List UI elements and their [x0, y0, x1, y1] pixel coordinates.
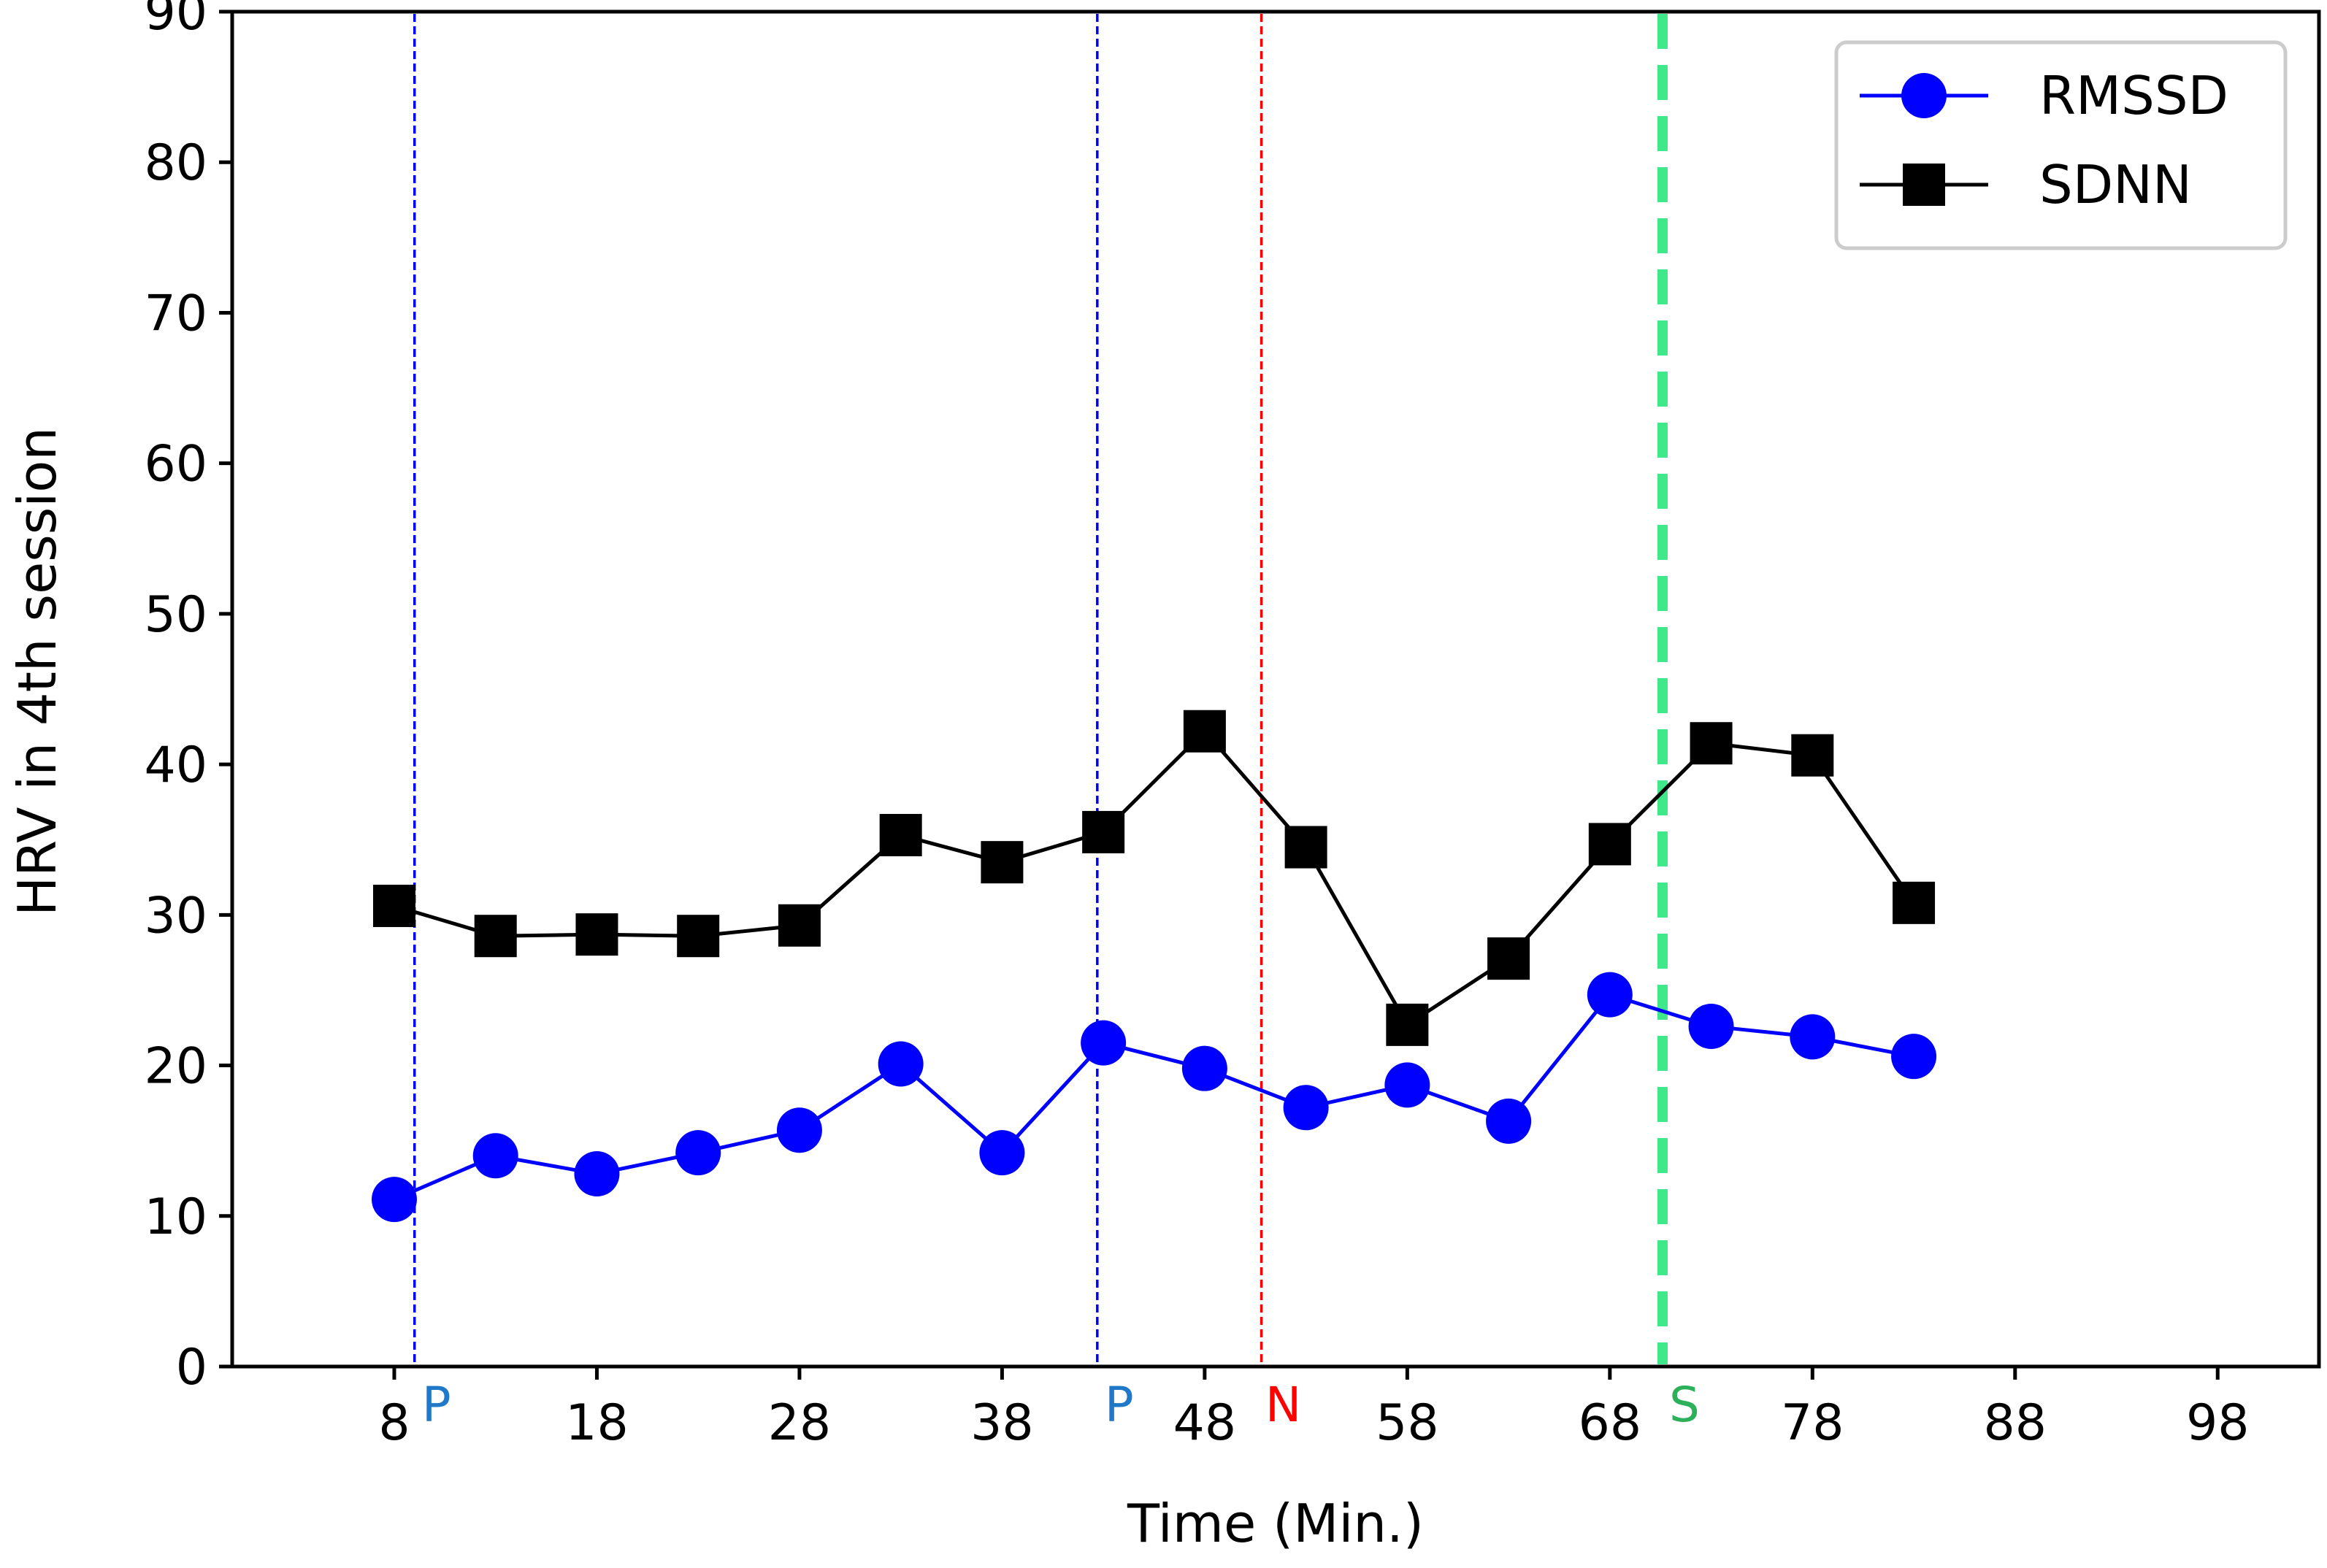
data-point-rmssd — [574, 1151, 620, 1197]
axes — [219, 9, 2321, 1380]
series-line-rmssd — [393, 993, 1914, 1202]
data-point-rmssd — [1486, 1098, 1532, 1144]
data-point-rmssd — [675, 1130, 721, 1176]
data-point-sdnn — [1791, 734, 1834, 777]
x-tick-label: 98 — [2186, 1394, 2250, 1452]
x-tick-label: 48 — [1173, 1394, 1237, 1452]
x-tick-label: 28 — [768, 1394, 832, 1452]
legend-label-rmssd: RMSSD — [2039, 65, 2228, 126]
y-tick-label: 50 — [144, 586, 207, 644]
data-point-sdnn — [879, 814, 922, 857]
data-point-sdnn — [575, 913, 618, 956]
x-tick-label: 18 — [565, 1394, 629, 1452]
y-tick-label: 80 — [144, 134, 207, 192]
data-point-sdnn — [1284, 826, 1327, 869]
y-tick-label: 20 — [144, 1038, 207, 1096]
reference-label-s: S — [1669, 1377, 1700, 1433]
data-point-rmssd — [1181, 1045, 1227, 1091]
legend-marker-sdnn — [1903, 164, 1945, 206]
reference-label-n: N — [1265, 1377, 1301, 1433]
y-tick-label: 10 — [144, 1188, 207, 1246]
data-point-rmssd — [1587, 972, 1633, 1018]
data-point-rmssd — [1081, 1020, 1127, 1066]
data-point-sdnn — [372, 884, 415, 927]
x-tick-label: 78 — [1781, 1394, 1844, 1452]
series-line-sdnn — [394, 729, 1916, 1027]
reference-label-p: P — [422, 1377, 451, 1433]
y-tick-label: 40 — [144, 737, 207, 794]
data-point-rmssd — [776, 1107, 822, 1153]
y-tick-label: 70 — [144, 285, 207, 342]
data-point-rmssd — [1688, 1003, 1734, 1049]
data-point-sdnn — [1386, 1003, 1429, 1046]
legend: RMSSD SDNN — [1834, 40, 2288, 250]
x-tick-label: 8 — [378, 1394, 410, 1452]
y-tick-label: 0 — [176, 1339, 207, 1396]
tick-labels: 8 18 28 38 48 58 68 78 88 98 0 10 20 30 40 50 60 70 80 90 — [144, 0, 2249, 1452]
data-point-rmssd — [1891, 1034, 1937, 1080]
data-point-sdnn — [1082, 810, 1125, 853]
reference-label-p: P — [1105, 1377, 1134, 1433]
x-tick-label: 38 — [970, 1394, 1034, 1452]
data-point-rmssd — [878, 1041, 924, 1087]
y-tick-label: 60 — [144, 436, 207, 493]
legend-marker-rmssd — [1901, 73, 1947, 118]
data-point-sdnn — [677, 915, 720, 958]
x-tick-label: 58 — [1376, 1394, 1439, 1452]
plot-frame — [230, 9, 2321, 1369]
data-point-sdnn — [1588, 823, 1631, 866]
data-point-sdnn — [1690, 722, 1733, 765]
y-axis-title: HRV in 4th session — [7, 427, 68, 916]
data-point-sdnn — [1183, 710, 1226, 753]
y-tick-label: 30 — [144, 887, 207, 945]
data-point-sdnn — [981, 841, 1024, 884]
data-point-rmssd — [1790, 1014, 1836, 1060]
data-point-rmssd — [1283, 1085, 1329, 1131]
y-tick-label: 90 — [144, 0, 207, 42]
data-point-rmssd — [472, 1133, 518, 1179]
data-point-sdnn — [1893, 881, 1936, 924]
x-tick-label: 68 — [1579, 1394, 1642, 1452]
data-point-rmssd — [371, 1177, 417, 1223]
data-point-rmssd — [979, 1130, 1025, 1176]
legend-label-sdnn: SDNN — [2039, 154, 2192, 215]
data-point-sdnn — [778, 904, 821, 947]
data-point-sdnn — [1487, 937, 1530, 980]
data-series — [371, 710, 1937, 1223]
reference-lines — [413, 14, 1668, 1364]
data-point-sdnn — [474, 915, 517, 958]
x-axis-title: Time (Min.) — [1127, 1493, 1424, 1554]
x-tick-label: 88 — [1984, 1394, 2047, 1452]
data-point-rmssd — [1384, 1062, 1430, 1108]
